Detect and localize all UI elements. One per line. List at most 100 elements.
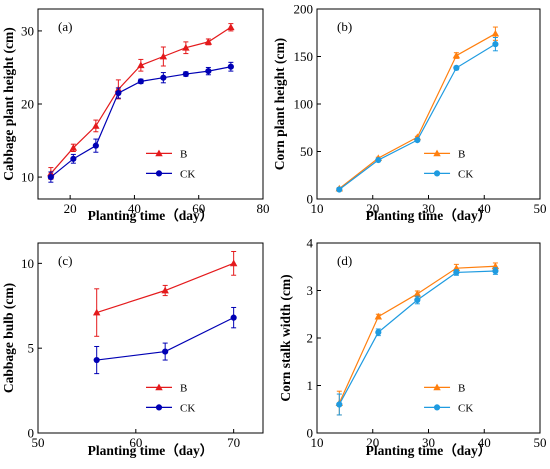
- data-point: [375, 156, 382, 164]
- x-axis-title: Planting time（day）: [88, 443, 214, 458]
- data-point: [336, 401, 343, 408]
- panel-label: (a): [58, 19, 72, 34]
- x-tick-label: 20: [366, 201, 379, 216]
- series-B: [92, 250, 238, 337]
- x-tick-label: 70: [227, 435, 240, 450]
- data-point: [375, 329, 382, 336]
- y-tick-label: 100: [294, 97, 314, 112]
- data-point: [204, 38, 213, 45]
- y-tick-label: 20: [21, 97, 34, 112]
- legend-label: B: [458, 148, 465, 160]
- x-tick-label: 40: [478, 201, 491, 216]
- legend-label: CK: [458, 402, 473, 414]
- data-point: [92, 308, 101, 316]
- y-tick-label: 50: [300, 144, 313, 159]
- x-tick-label: 60: [192, 201, 205, 216]
- y-tick-label: 1: [307, 378, 314, 393]
- y-tick-label: 4: [307, 236, 314, 251]
- data-point: [227, 23, 235, 31]
- y-tick-label: 3: [307, 283, 314, 298]
- x-tick-label: 10: [311, 201, 324, 216]
- legend-marker: [155, 170, 163, 177]
- data-point: [205, 68, 212, 75]
- data-point: [491, 29, 500, 37]
- series-line: [338, 265, 496, 404]
- x-tick-label: 80: [257, 201, 270, 216]
- legend-label: CK: [180, 168, 195, 180]
- series-CK: [336, 37, 499, 193]
- legend-label: CK: [180, 402, 195, 414]
- legend-marker: [433, 170, 441, 177]
- data-point: [230, 314, 237, 321]
- x-tick-label: 10: [311, 435, 324, 450]
- y-tick-label: 30: [21, 23, 34, 38]
- data-point: [453, 269, 460, 276]
- data-point: [115, 89, 122, 97]
- legend-label: CK: [458, 168, 473, 180]
- data-point: [374, 312, 383, 320]
- data-point: [452, 51, 461, 59]
- series-line: [50, 26, 232, 174]
- data-point: [182, 43, 190, 51]
- data-point: [229, 259, 238, 267]
- data-point: [93, 356, 100, 364]
- x-tick-label: 20: [366, 435, 379, 450]
- legend-item-CK: CK: [424, 402, 473, 414]
- series-CK: [47, 61, 234, 183]
- data-point: [413, 290, 422, 297]
- x-tick-label: 40: [478, 435, 491, 450]
- x-tick-label: 50: [534, 435, 547, 450]
- data-point: [414, 137, 421, 144]
- y-tick-label: 10: [21, 170, 34, 185]
- y-axis-title: Cabbage bulb (cm): [1, 283, 16, 393]
- legend-marker: [155, 404, 163, 411]
- legend-item-B: B: [146, 382, 187, 394]
- panel-label: (b): [337, 19, 352, 34]
- legend-marker: [155, 149, 163, 157]
- y-tick-label: 10: [21, 256, 34, 271]
- legend-marker: [155, 383, 163, 391]
- x-tick-label: 30: [422, 201, 435, 216]
- plot-frame: [316, 8, 541, 200]
- data-point: [47, 173, 54, 181]
- data-point: [160, 74, 167, 81]
- data-point: [162, 348, 169, 355]
- data-point: [182, 70, 189, 78]
- data-point: [453, 64, 460, 72]
- legend-label: B: [180, 382, 187, 394]
- series-B: [335, 26, 500, 192]
- data-point: [492, 267, 499, 275]
- y-tick-label: 0: [307, 192, 314, 207]
- legend-label: B: [458, 382, 465, 394]
- x-axis-title: Planting time（day）: [88, 208, 214, 223]
- legend-item-CK: CK: [424, 168, 473, 180]
- legend-item-B: B: [424, 382, 465, 394]
- data-point: [492, 41, 499, 48]
- data-point: [227, 63, 234, 70]
- panel-0: 20 40 60 80 10 20 30 Planting time（day） Cabbage …: [1, 8, 270, 223]
- data-point: [69, 144, 78, 151]
- plot-frame: [37, 8, 264, 200]
- plot-frame: [316, 242, 541, 434]
- panel-2: 50 60 70 0 5 10 Planting time（day） Cabbage bulb…: [1, 242, 264, 458]
- data-point: [137, 78, 144, 85]
- series-line: [338, 33, 496, 190]
- plot-frame: [37, 242, 264, 434]
- y-tick-label: 150: [294, 49, 314, 64]
- panel-label: (d): [337, 253, 352, 268]
- x-axis-title: Planting time（day）: [366, 443, 492, 458]
- data-point: [159, 52, 168, 60]
- x-tick-label: 30: [422, 435, 435, 450]
- x-tick-label: 50: [534, 201, 547, 216]
- data-point: [92, 122, 100, 129]
- panel-label: (c): [58, 253, 72, 268]
- y-tick-label: 0: [28, 426, 35, 441]
- legend-item-B: B: [424, 148, 465, 160]
- data-point: [92, 142, 99, 149]
- legend-marker: [433, 383, 441, 391]
- legend-item-CK: CK: [146, 402, 195, 414]
- x-axis-title: Planting time（day）: [366, 208, 492, 223]
- legend-marker: [433, 149, 441, 157]
- data-point: [70, 155, 77, 162]
